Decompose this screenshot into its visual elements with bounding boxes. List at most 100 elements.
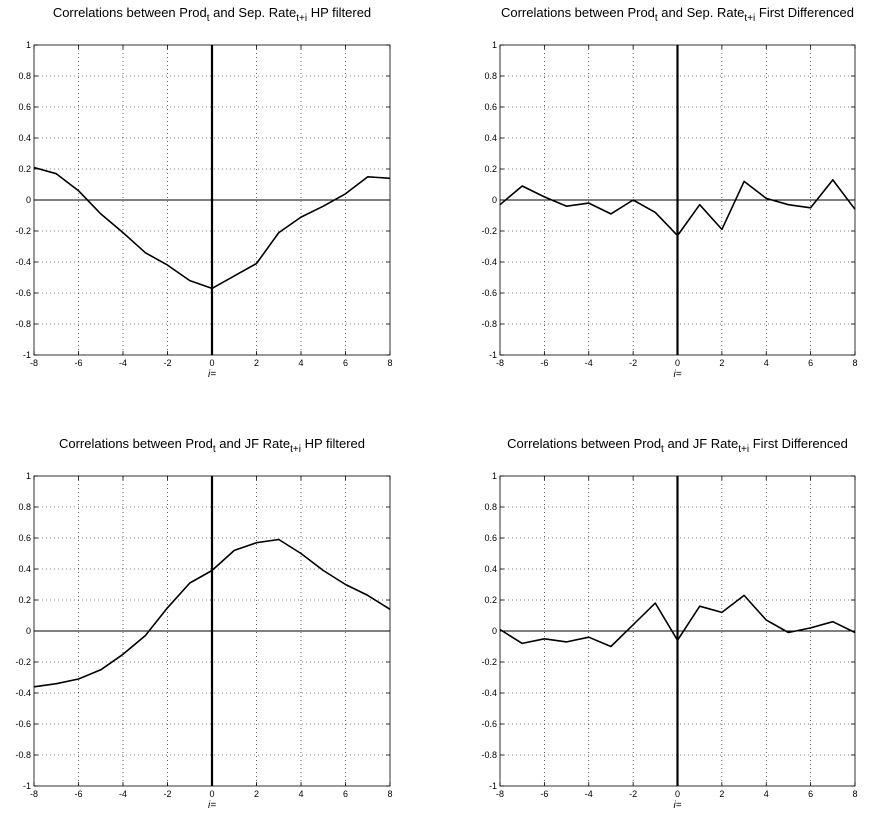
title-text: Correlations between Prod bbox=[53, 5, 207, 20]
chart-title: Correlations between Prodt and JF Ratet+… bbox=[507, 436, 848, 455]
x-tick-label: -2 bbox=[163, 358, 171, 368]
x-tick-label: 8 bbox=[852, 789, 857, 799]
y-tick-label: -0.2 bbox=[15, 657, 31, 667]
x-tick-label: -2 bbox=[629, 358, 637, 368]
y-tick-label: -0.4 bbox=[481, 257, 497, 267]
title-text: and Sep. Rate bbox=[658, 5, 745, 20]
x-tick-label: -4 bbox=[585, 358, 593, 368]
y-tick-label: 0.6 bbox=[484, 102, 497, 112]
y-tick-label: 0.4 bbox=[18, 564, 31, 574]
y-tick-label: 0 bbox=[26, 195, 31, 205]
x-axis-label: i= bbox=[673, 369, 681, 380]
y-tick-label: 0.6 bbox=[18, 102, 31, 112]
x-tick-label: 0 bbox=[209, 358, 214, 368]
y-tick-label: 1 bbox=[492, 40, 497, 50]
x-tick-label: 6 bbox=[343, 358, 348, 368]
series-line bbox=[33, 538, 391, 688]
y-tick-label: -0.6 bbox=[15, 719, 31, 729]
title-text: HP filtered bbox=[307, 5, 371, 20]
chart-panel-2: -8 -6 -4 -2 0 2 4 6 8 -1 -0.8 -0.6 -0.4 -0.2 0 0.2 0.4 0.… bbox=[481, 5, 857, 380]
title-subscript: t+i bbox=[290, 444, 301, 455]
x-tick-label: 2 bbox=[719, 358, 724, 368]
x-tick-label: 2 bbox=[719, 789, 724, 799]
title-text: Correlations between Prod bbox=[501, 5, 655, 20]
chart-title: Correlations between Prodt and Sep. Rate… bbox=[501, 5, 854, 24]
y-tick-label: -1 bbox=[489, 350, 497, 360]
y-tick-label: -0.2 bbox=[15, 226, 31, 236]
y-tick-label: -0.8 bbox=[481, 750, 497, 760]
x-tick-label: 8 bbox=[387, 358, 392, 368]
chart-panel-3: -8 -6 -4 -2 0 2 4 6 8 -1 -0.8 -0.6 -0.4 -0.2 0 0.2 0.4 0.… bbox=[15, 436, 392, 811]
title-text: First Differenced bbox=[755, 5, 854, 20]
x-tick-label: -8 bbox=[30, 789, 38, 799]
y-tick-label: 0.4 bbox=[18, 133, 31, 143]
x-tick-label: -4 bbox=[119, 789, 127, 799]
x-axis-label: i= bbox=[208, 369, 216, 380]
y-tick-label: 0.8 bbox=[484, 502, 497, 512]
series-line bbox=[499, 179, 856, 237]
x-tick-label: 4 bbox=[298, 358, 303, 368]
x-tick-label: -6 bbox=[540, 789, 548, 799]
y-tick-label: -0.2 bbox=[481, 226, 497, 236]
title-text: HP filtered bbox=[301, 436, 365, 451]
y-tick-label: 1 bbox=[26, 471, 31, 481]
title-subscript: t+i bbox=[296, 13, 307, 24]
x-tick-label: -6 bbox=[74, 358, 82, 368]
y-tick-label: 0.8 bbox=[18, 502, 31, 512]
y-tick-label: -0.4 bbox=[15, 257, 31, 267]
title-text: and JF Rate bbox=[664, 436, 738, 451]
x-tick-label: -4 bbox=[119, 358, 127, 368]
x-tick-label: 4 bbox=[764, 789, 769, 799]
series-line bbox=[499, 594, 856, 648]
x-tick-label: 2 bbox=[254, 358, 259, 368]
x-tick-label: -2 bbox=[163, 789, 171, 799]
title-text: First Differenced bbox=[749, 436, 848, 451]
x-tick-label: 8 bbox=[852, 358, 857, 368]
y-tick-label: 0.6 bbox=[484, 533, 497, 543]
title-text: Correlations between Prod bbox=[59, 436, 213, 451]
y-tick-label: 0 bbox=[492, 195, 497, 205]
x-tick-label: -6 bbox=[540, 358, 548, 368]
y-tick-label: 0.2 bbox=[18, 164, 31, 174]
title-text: Correlations between Prod bbox=[507, 436, 661, 451]
y-tick-label: 0.2 bbox=[484, 164, 497, 174]
title-subscript: t bbox=[207, 13, 210, 24]
y-tick-label: 0.8 bbox=[484, 71, 497, 81]
x-tick-label: 4 bbox=[298, 789, 303, 799]
y-tick-label: 0.8 bbox=[18, 71, 31, 81]
y-tick-label: -0.2 bbox=[481, 657, 497, 667]
y-tick-label: 0.4 bbox=[484, 133, 497, 143]
y-tick-label: -1 bbox=[489, 781, 497, 791]
y-tick-label: -0.8 bbox=[481, 319, 497, 329]
chart-title: Correlations between Prodt and JF Ratet+… bbox=[59, 436, 365, 455]
x-tick-label: -8 bbox=[496, 789, 504, 799]
y-tick-label: -0.8 bbox=[15, 319, 31, 329]
series-line bbox=[33, 166, 391, 290]
x-tick-label: -8 bbox=[496, 358, 504, 368]
y-tick-label: -0.6 bbox=[15, 288, 31, 298]
y-tick-label: -0.6 bbox=[481, 288, 497, 298]
x-tick-label: -2 bbox=[629, 789, 637, 799]
title-text: and JF Rate bbox=[216, 436, 290, 451]
title-subscript: t bbox=[655, 13, 658, 24]
y-tick-label: -1 bbox=[23, 781, 31, 791]
y-tick-label: 1 bbox=[26, 40, 31, 50]
chart-panel-4: -8 -6 -4 -2 0 2 4 6 8 -1 -0.8 -0.6 -0.4 -0.2 0 0.2 0.4 0.… bbox=[481, 436, 857, 811]
title-subscript: t+i bbox=[744, 13, 755, 24]
x-tick-label: 0 bbox=[209, 789, 214, 799]
y-tick-label: 0 bbox=[492, 626, 497, 636]
x-tick-label: 6 bbox=[808, 789, 813, 799]
y-tick-label: 0.2 bbox=[484, 595, 497, 605]
y-tick-label: -0.4 bbox=[15, 688, 31, 698]
y-tick-label: -0.4 bbox=[481, 688, 497, 698]
x-tick-label: 2 bbox=[254, 789, 259, 799]
y-tick-label: 1 bbox=[492, 471, 497, 481]
x-tick-label: 0 bbox=[675, 358, 680, 368]
chart-title: Correlations between Prodt and Sep. Rate… bbox=[53, 5, 371, 24]
title-subscript: t+i bbox=[738, 444, 749, 455]
y-tick-label: 0.4 bbox=[484, 564, 497, 574]
title-subscript: t bbox=[661, 444, 664, 455]
y-tick-label: -1 bbox=[23, 350, 31, 360]
chart-panel-1: -8 -6 -4 -2 0 2 4 6 8 -1 -0.8 -0.6 -0.4 -0.2 0 0.2 0.4 0.… bbox=[15, 5, 392, 380]
